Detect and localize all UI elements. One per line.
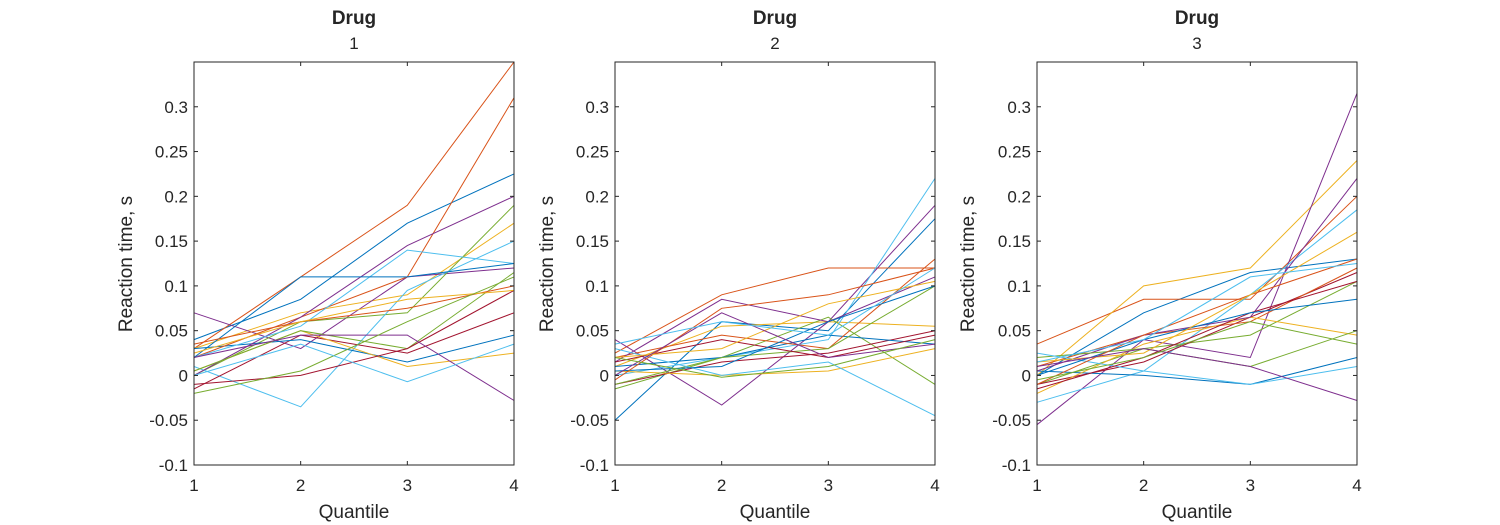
panel-1-subtitle: 1	[349, 34, 359, 53]
panel-3-subtitle: 3	[1192, 34, 1202, 53]
y-tick-label: 0.3	[585, 98, 609, 117]
x-tick-label: 3	[403, 476, 412, 495]
y-tick-label: -0.1	[159, 456, 188, 475]
panel-1-x-axis-label: Quantile	[318, 502, 390, 523]
series-line	[614, 334, 936, 363]
y-tick-label: 0.05	[998, 322, 1031, 341]
series-line	[614, 267, 935, 354]
y-tick-label: 0.05	[155, 322, 188, 341]
series-line	[1036, 280, 1358, 390]
series-line	[193, 334, 515, 363]
y-tick-label: 0.15	[155, 232, 188, 251]
x-tick-label: 2	[1139, 476, 1148, 495]
y-tick-label: 0.25	[576, 143, 609, 162]
x-tick-label: 1	[189, 476, 198, 495]
panel-3-title: Drug	[1174, 8, 1220, 29]
x-tick-label: 1	[610, 476, 619, 495]
y-tick-label: 0.05	[576, 322, 609, 341]
series-line	[614, 348, 936, 376]
series-line	[1036, 195, 1358, 345]
series-line	[1036, 93, 1358, 426]
series-line	[614, 204, 936, 406]
axes-box	[1036, 61, 1358, 466]
y-tick-label: -0.05	[570, 411, 609, 430]
series-line	[193, 276, 515, 394]
x-tick-label: 4	[509, 476, 518, 495]
x-tick-label: 3	[824, 476, 833, 495]
panel-2-title: Drug	[752, 8, 798, 29]
series-line	[193, 272, 515, 372]
series-line	[614, 348, 936, 417]
x-tick-label: 4	[930, 476, 939, 495]
series-line	[193, 289, 515, 385]
y-tick-label: -0.05	[992, 411, 1031, 430]
series-line	[1036, 348, 1358, 401]
series-line	[614, 339, 936, 378]
panel-2-x-axis-label: Quantile	[739, 502, 811, 523]
panel-3-y-axis-label: Reaction time, s	[958, 195, 979, 333]
series-line	[1036, 263, 1358, 363]
series-line	[193, 289, 515, 354]
series-line	[1036, 258, 1358, 376]
series-line	[1036, 209, 1358, 403]
y-tick-label: 0.3	[164, 98, 188, 117]
y-tick-label: 0.25	[998, 143, 1031, 162]
x-tick-label: 2	[296, 476, 305, 495]
y-tick-label: 0	[1022, 366, 1031, 385]
y-tick-label: 0.1	[1007, 277, 1031, 296]
series-line	[614, 285, 936, 385]
series-line	[193, 343, 515, 383]
series-line	[193, 263, 515, 358]
series-line	[614, 267, 936, 345]
series-line	[193, 312, 515, 390]
y-tick-label: -0.1	[1002, 456, 1031, 475]
series-line	[1036, 280, 1358, 385]
series-line	[193, 249, 515, 358]
y-tick-label: 0.1	[585, 277, 609, 296]
series-line	[1036, 298, 1358, 376]
axes-box	[193, 61, 515, 466]
y-tick-label: 0.25	[155, 143, 188, 162]
axes-box	[614, 61, 936, 466]
series-line	[193, 267, 515, 350]
series-line	[193, 173, 515, 341]
y-tick-label: 0.2	[164, 187, 188, 206]
series-line	[193, 204, 515, 376]
series-line	[614, 280, 936, 358]
x-tick-label: 1	[1032, 476, 1041, 495]
panel-3-x-axis-label: Quantile	[1161, 502, 1233, 523]
series-line	[193, 285, 515, 345]
series-line	[1036, 321, 1358, 381]
series-line	[1036, 231, 1358, 363]
series-line	[614, 312, 936, 376]
y-tick-label: 0.15	[998, 232, 1031, 251]
panel-2-subtitle: 2	[770, 34, 780, 53]
series-line	[193, 61, 515, 350]
panel-1-title: Drug	[331, 8, 377, 29]
y-tick-label: 0.2	[585, 187, 609, 206]
series-line	[614, 285, 936, 372]
y-tick-label: 0	[600, 366, 609, 385]
y-tick-label: 0	[179, 366, 188, 385]
series-line	[1036, 160, 1358, 376]
y-tick-label: -0.05	[149, 411, 188, 430]
x-tick-label: 2	[717, 476, 726, 495]
y-tick-label: 0.3	[1007, 98, 1031, 117]
series-line	[193, 334, 515, 401]
series-line	[1036, 258, 1358, 385]
x-tick-label: 3	[1246, 476, 1255, 495]
y-tick-label: 0.1	[164, 277, 188, 296]
series-line	[614, 276, 936, 363]
y-tick-label: 0.15	[576, 232, 609, 251]
y-tick-label: -0.1	[580, 456, 609, 475]
y-tick-label: 0.2	[1007, 187, 1031, 206]
x-tick-label: 4	[1352, 476, 1361, 495]
series-line	[1036, 352, 1358, 385]
